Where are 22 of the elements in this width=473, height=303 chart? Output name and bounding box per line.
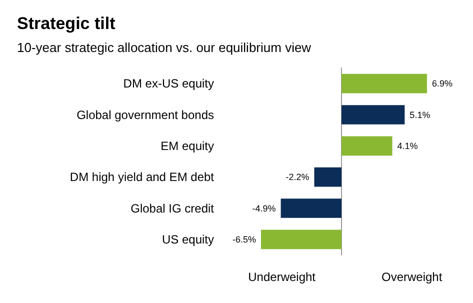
text: Overweight	[382, 270, 443, 284]
data-label: 5.1%	[410, 110, 430, 120]
y-tick-label: Global government bonds	[76, 108, 214, 122]
text: Underweight	[248, 270, 316, 284]
chart-subtitle: 10-year strategic allocation vs. our equilibrium view	[17, 40, 312, 55]
data-label: 4.1%	[397, 140, 418, 151]
data-label: 6.9%	[432, 78, 452, 89]
bar	[342, 74, 427, 94]
bar	[314, 167, 342, 187]
y-tick-label: DM ex-US equity	[123, 76, 214, 91]
y-tick-label: EM equity	[160, 138, 214, 153]
data-label: -2.2%	[286, 172, 310, 182]
y-tick-label: US equity	[162, 232, 214, 246]
y-tick-label: DM high yield and EM debt	[70, 170, 215, 184]
bar	[342, 136, 392, 156]
bar	[280, 198, 342, 218]
data-label: -6.5%	[232, 234, 256, 244]
data-label: -4.9%	[252, 203, 276, 214]
bar	[260, 230, 342, 250]
y-tick-label: Global IG credit	[130, 201, 215, 216]
text: Strategic tilt	[17, 14, 116, 33]
bar	[342, 105, 405, 124]
